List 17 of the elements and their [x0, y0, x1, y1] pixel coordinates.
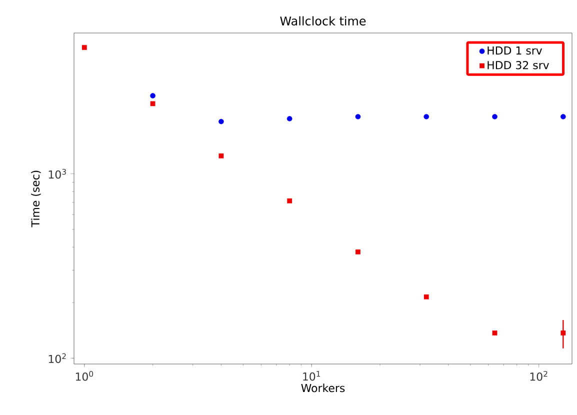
x-axis-title: Workers — [301, 384, 345, 392]
legend-label: HDD 32 srv — [488, 60, 549, 70]
x-tick-label: 10$^{1}$ — [303, 370, 320, 381]
point — [560, 114, 566, 120]
point — [218, 118, 224, 124]
x-tick-label: 10$^{2}$ — [530, 370, 548, 381]
point — [492, 114, 498, 120]
legend-label: HDD 1 srv — [488, 46, 542, 55]
y-tick-label: 10$^{3}$ — [48, 168, 66, 179]
chart-title: Wallclock time — [280, 16, 366, 26]
y-axis-title: Time (sec) — [31, 170, 41, 228]
point — [355, 114, 361, 120]
point — [286, 116, 292, 122]
point — [424, 114, 430, 120]
x-tick-label: 10$^{0}$ — [76, 370, 94, 381]
point — [560, 330, 566, 336]
point — [150, 93, 156, 98]
